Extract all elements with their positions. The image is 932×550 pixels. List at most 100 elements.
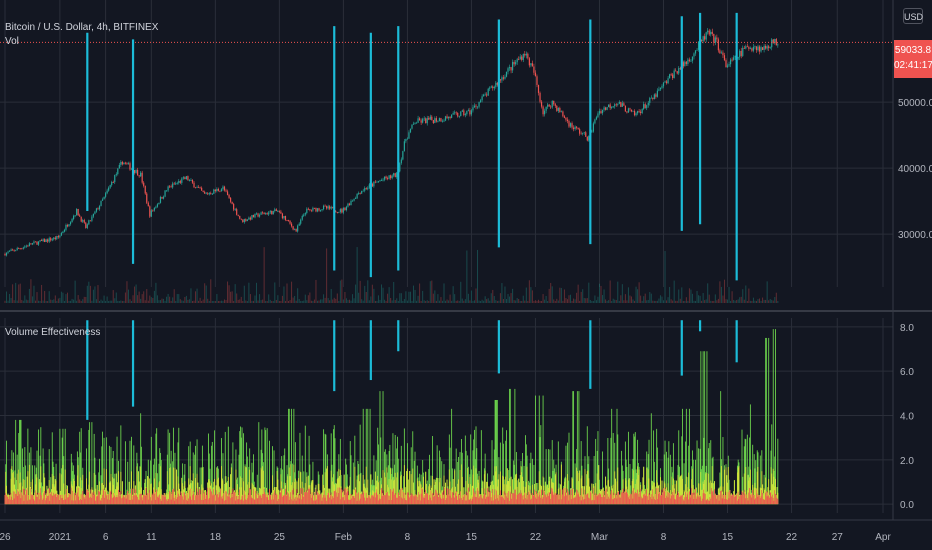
candle-body [172, 183, 174, 188]
candle-body [719, 50, 721, 54]
histogram-bar-red [554, 492, 555, 505]
histogram-bar-green [301, 455, 303, 505]
volume-bar [551, 286, 553, 303]
histogram-bar-green [713, 483, 715, 505]
volume-bar [126, 281, 128, 303]
time-tick-label: 8 [405, 532, 411, 543]
histogram-bar-red [587, 493, 589, 505]
histogram-bar-green [514, 388, 516, 505]
histogram-bar-yellow [509, 478, 510, 505]
candle-body [214, 189, 216, 192]
volume-bar [751, 300, 753, 303]
candle-body [252, 215, 255, 218]
histogram-bar-red [130, 499, 132, 505]
candle-body [592, 123, 594, 132]
histogram-bar-green [246, 456, 248, 505]
histogram-bar-yellow [515, 473, 517, 505]
volume-bar [108, 300, 110, 303]
histogram-bar-red [94, 494, 96, 505]
histogram-bar-red [554, 494, 556, 505]
histogram-bar-yellow [496, 486, 498, 505]
histogram-bar-yellow [776, 487, 778, 505]
histogram-bar-green [595, 438, 597, 505]
histogram-bar-red [536, 498, 538, 505]
histogram-bar-yellow [602, 488, 603, 505]
histogram-bar-yellow [676, 480, 677, 505]
histogram-bar-yellow [521, 472, 523, 505]
histogram-bar-yellow [287, 476, 289, 505]
time-tick-label: 22 [530, 532, 542, 543]
histogram-bar-red [214, 494, 216, 505]
histogram-bar-red [281, 488, 283, 505]
histogram-bar-green [540, 425, 542, 505]
volume-bar [434, 290, 436, 303]
histogram-bar-red [53, 492, 55, 505]
volume-bar [602, 295, 604, 303]
histogram-bar-red [115, 497, 116, 505]
histogram-bar-red [368, 495, 369, 505]
histogram-bar-yellow [592, 493, 594, 505]
candle-body [595, 117, 598, 120]
histogram-bar-red [9, 495, 11, 505]
histogram-bar-red [538, 491, 540, 505]
candle-body [411, 124, 413, 129]
histogram-bar-yellow [522, 481, 524, 505]
histogram-bar-green [93, 433, 95, 505]
histogram-bar-red [773, 500, 775, 505]
candle-body [627, 108, 630, 113]
candle-body [720, 52, 723, 54]
histogram-bar-red [364, 497, 366, 505]
candle-body [42, 239, 44, 241]
histogram-bar-red [493, 500, 494, 505]
histogram-bar-red [217, 494, 219, 505]
histogram-bar-red [144, 495, 146, 505]
histogram-bar-red [650, 494, 652, 505]
histogram-bar-green [771, 424, 773, 505]
histogram-bar-green [94, 457, 96, 505]
histogram-bar-green [59, 428, 61, 505]
histogram-bar-yellow [777, 492, 779, 505]
candle-body [522, 54, 524, 60]
histogram-bar-yellow [498, 474, 500, 505]
currency-button[interactable]: USD [903, 8, 923, 24]
volume-bar [629, 295, 631, 303]
histogram-bar-red [452, 492, 454, 505]
histogram-bar-red [382, 490, 384, 505]
candle-body [426, 118, 428, 124]
histogram-bar-red [375, 492, 377, 505]
histogram-bar-yellow [553, 482, 555, 505]
histogram-bar-green [42, 448, 44, 505]
histogram-bar-yellow [441, 490, 443, 505]
candle-body [652, 97, 654, 99]
histogram-bar-green [352, 462, 354, 505]
histogram-bar-red [124, 495, 126, 505]
histogram-bar-red [349, 499, 350, 505]
histogram-bar-red [121, 497, 123, 505]
volume-bar [626, 300, 628, 303]
histogram-bar-yellow [246, 484, 248, 505]
volume-bar [545, 295, 547, 303]
histogram-bar-green [137, 463, 139, 505]
histogram-bar-red [330, 492, 332, 505]
histogram-bar-red [718, 500, 720, 505]
histogram-bar-red [631, 490, 633, 505]
histogram-bar-red [632, 498, 634, 505]
candle-body [388, 175, 390, 179]
candle-body [321, 209, 323, 210]
histogram-bar-red [577, 494, 579, 505]
volume-bar [646, 300, 648, 303]
histogram-bar-yellow [201, 484, 203, 505]
histogram-bar-red [535, 491, 537, 505]
histogram-bar-red [676, 495, 678, 505]
candle-body [220, 189, 223, 192]
histogram-bar-red [575, 496, 577, 505]
histogram-bar-yellow [682, 478, 684, 505]
histogram-bar-red [265, 494, 267, 505]
candle-body [489, 87, 491, 89]
volume-bar [541, 300, 543, 303]
volume-bar [437, 294, 439, 303]
histogram-bar-red [537, 493, 539, 505]
histogram-bar-red [253, 488, 254, 505]
histogram-bar-green [108, 445, 110, 505]
